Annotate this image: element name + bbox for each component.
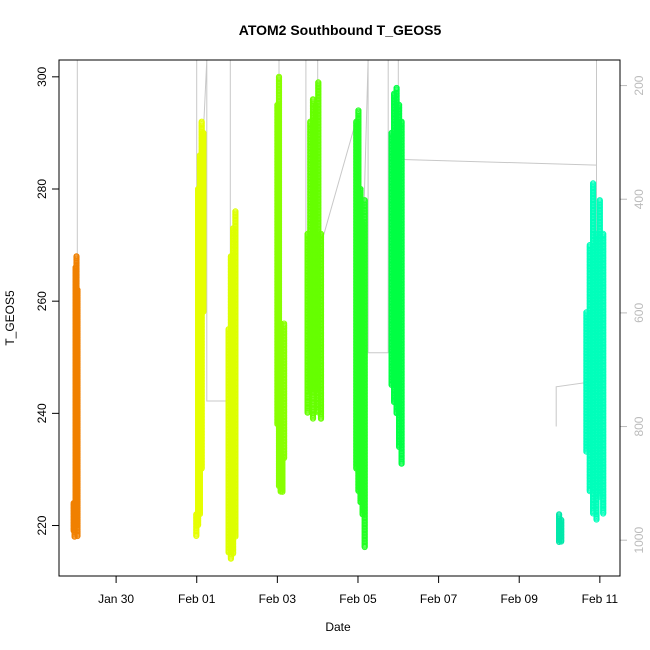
data-point: [74, 532, 81, 540]
series-2: [193, 118, 207, 540]
series-5: [304, 79, 325, 422]
chart-title: ATOM2 Southbound T_GEOS5: [239, 22, 442, 38]
data-point: [193, 532, 200, 540]
plot-area: [70, 59, 607, 562]
y-axis-label: T_GEOS5: [3, 290, 17, 346]
data-point: [195, 521, 202, 529]
x-axis-label: Date: [325, 620, 351, 634]
series-1: [70, 253, 81, 540]
